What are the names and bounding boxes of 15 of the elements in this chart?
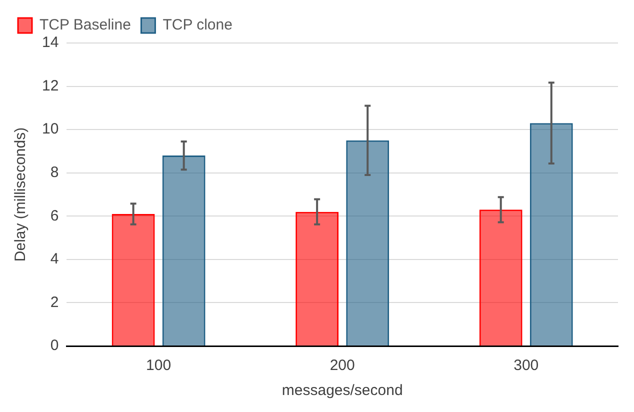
x-axis-title: messages/second [282, 382, 403, 400]
y-tick-label: 4 [50, 250, 59, 268]
y-tick-label: 8 [50, 164, 59, 181]
y-tick-label: 10 [42, 120, 59, 138]
y-tick-label: 14 [42, 34, 59, 52]
legend-label: TCP Baseline [40, 16, 131, 34]
x-tick-label: 300 [514, 357, 539, 374]
y-tick-label: 6 [50, 207, 59, 224]
x-tick-label: 100 [146, 357, 172, 374]
y-axis-title: Delay (milliseconds) [12, 127, 30, 262]
y-tick-label: 2 [50, 294, 59, 311]
x-tick-label: 200 [330, 357, 355, 374]
legend-label: TCP clone [162, 16, 232, 34]
y-tick-label: 0 [50, 337, 59, 354]
y-tick-label: 12 [42, 77, 59, 94]
